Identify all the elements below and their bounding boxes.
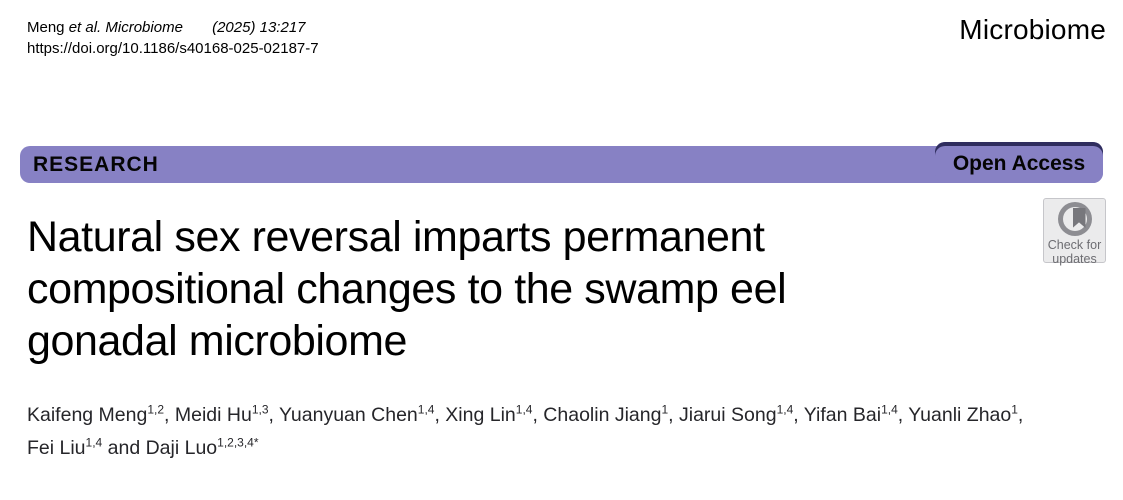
citation-line: Meng et al. Microbiome (2025) 13:217 (27, 19, 306, 36)
journal-wordmark: Microbiome (959, 14, 1106, 45)
author-list: Kaifeng Meng1,2, Meidi Hu1,3, Yuanyuan C… (27, 402, 1024, 460)
open-access-label: Open Access (952, 152, 1086, 175)
article-type-banner: RESEARCH Open Access (20, 142, 1103, 183)
article-title: Natural sex reversal imparts permanent co… (27, 211, 787, 367)
check-updates-label: Check for updates (1047, 238, 1102, 266)
open-access-badge: Open Access (935, 142, 1103, 183)
check-for-updates-button[interactable]: Check for updates (1043, 198, 1106, 266)
title-line: compositional changes to the swamp eel (27, 265, 787, 313)
article-type-label: RESEARCH (33, 152, 159, 176)
doi-link[interactable]: https://doi.org/10.1186/s40168-025-02187… (27, 40, 319, 57)
title-line: Natural sex reversal imparts permanent (27, 213, 765, 261)
crossmark-icon (1057, 202, 1092, 236)
title-line: gonadal microbiome (27, 317, 408, 365)
